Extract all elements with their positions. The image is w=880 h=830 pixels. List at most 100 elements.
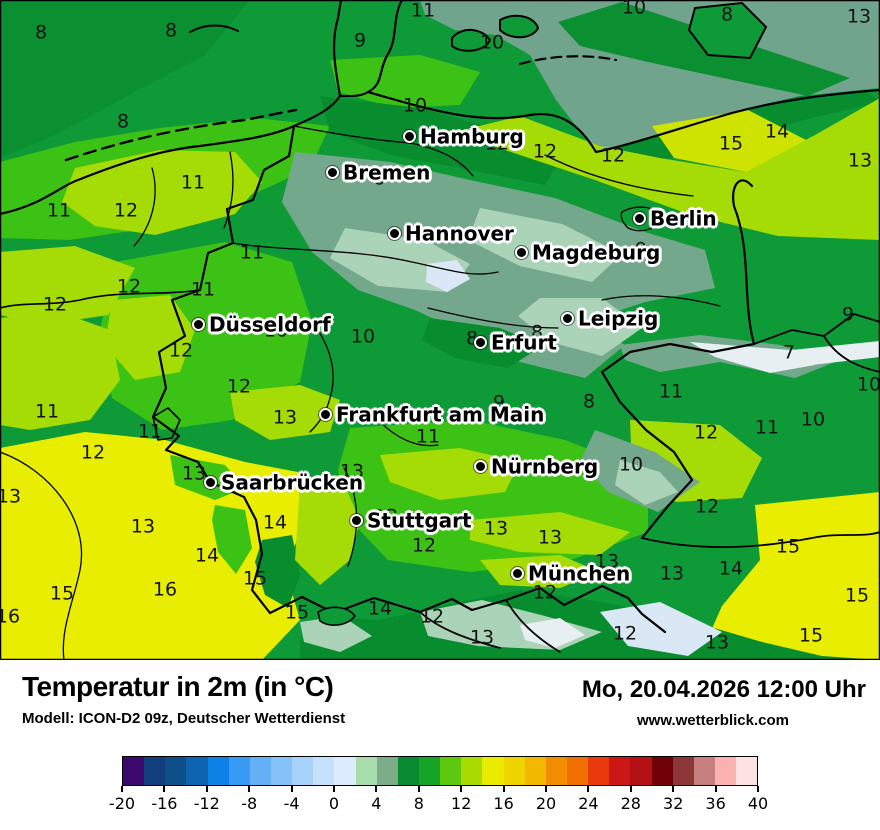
legend-tick-label: 8 — [413, 794, 424, 813]
legend-tick-mark — [375, 786, 378, 792]
legend-tick-label: 12 — [451, 794, 472, 813]
legend-segment — [461, 757, 483, 785]
temp-label: 14 — [194, 544, 220, 567]
temp-label: 10 — [800, 408, 826, 431]
border-germany-west — [151, 124, 296, 615]
city-label: Magdeburg — [532, 240, 661, 265]
temp-label: 10 — [479, 31, 505, 54]
temp-label: 11 — [190, 278, 216, 301]
legend-tick-label: 32 — [663, 794, 684, 813]
region-vosges — [212, 505, 252, 574]
legend-tick-label: 20 — [535, 794, 557, 813]
map-footer: Temperatur in 2m (in °C) Mo, 20.04.2026 … — [0, 660, 880, 830]
legend-segment — [714, 757, 737, 785]
temp-label: 11 — [754, 416, 780, 439]
temp-label: 13 — [537, 526, 563, 549]
legend-segment — [609, 757, 631, 785]
temp-label: 10 — [621, 0, 647, 19]
legend-tick-mark — [333, 786, 335, 792]
temp-label: 13 — [272, 406, 298, 429]
region-rhineland — [105, 295, 195, 380]
city-dot-icon — [474, 336, 487, 349]
temp-label: 12 — [168, 339, 194, 362]
temp-label: 14 — [718, 557, 744, 580]
temp-label: 8 — [164, 19, 178, 42]
temp-label: 9 — [353, 29, 367, 52]
city-dot-icon — [561, 312, 574, 325]
temp-label: 13 — [130, 515, 156, 538]
temp-label: 16 — [0, 605, 21, 628]
legend-segment — [376, 757, 398, 785]
temp-label: 13 — [483, 517, 509, 540]
temp-label: 7 — [782, 341, 796, 364]
temp-label: 12 — [80, 441, 106, 464]
temp-label: 11 — [410, 0, 436, 22]
border-state-mecklenburg — [544, 154, 694, 197]
border-island-fyn — [451, 29, 491, 52]
temp-label: 9 — [492, 391, 506, 414]
legend-tick-label: 36 — [705, 794, 726, 813]
region-baltic-island — [687, 1, 768, 60]
temp-label: 16 — [152, 578, 178, 601]
legend-tick-mark — [545, 786, 547, 792]
legend-tick-mark — [757, 786, 759, 792]
temp-label: 8 — [582, 390, 596, 413]
legend-segment — [186, 757, 208, 785]
city-label: Bremen — [343, 160, 431, 185]
region-schleswig — [330, 55, 480, 108]
city-label: Hannover — [405, 221, 514, 246]
border-state-hessen-west — [309, 321, 334, 433]
legend-segment — [736, 757, 758, 785]
region-badenwuerttemberg — [295, 475, 360, 585]
temp-label: 15 — [718, 132, 744, 155]
city-label: Erfurt — [491, 330, 557, 355]
temp-label: 13 — [847, 149, 873, 172]
border-state-saxony — [601, 295, 721, 307]
border-state-niedersachsen — [231, 242, 499, 275]
legend-tick-label: 24 — [578, 794, 599, 813]
legend-segment — [355, 757, 377, 785]
city-dot-icon — [192, 318, 205, 331]
temp-label: 12 — [694, 495, 720, 518]
model-info: Modell: ICON-D2 09z, Deutscher Wetterdie… — [22, 710, 346, 727]
city-label: Düsseldorf — [209, 312, 331, 337]
legend-segment — [545, 757, 567, 785]
temp-label: 9 — [841, 303, 855, 326]
legend-tick-label: -16 — [151, 794, 178, 813]
legend-segment — [123, 757, 145, 785]
region-central-cold — [282, 152, 715, 378]
legend-tick-label: 28 — [620, 794, 641, 813]
legend-tick-label: -20 — [108, 794, 136, 813]
city-dot-icon — [204, 476, 217, 489]
border-state-thuringia — [427, 307, 559, 329]
legend-tick-label: 40 — [747, 794, 769, 813]
city-dot-icon — [474, 460, 487, 473]
legend-segment — [249, 757, 271, 785]
page-title: Temperatur in 2m (in °C) — [22, 671, 334, 702]
region-alps-mint2 — [300, 616, 372, 652]
city-dot-icon — [515, 246, 528, 259]
legend-tick-mark — [248, 786, 251, 792]
region-sudeten-snow — [772, 341, 880, 367]
legend-tick-mark — [290, 786, 293, 792]
city-label: München — [528, 561, 631, 586]
temp-label: 11 — [415, 425, 441, 448]
temp-label: 8 — [34, 21, 48, 44]
temp-label: 15 — [284, 601, 310, 624]
temp-label: 8 — [530, 321, 544, 344]
border-frisian-islands — [64, 108, 298, 162]
border-czech-poland2 — [823, 335, 880, 373]
temp-label: 9 — [634, 238, 648, 261]
city-label: Stuttgart — [367, 508, 472, 533]
legend-tick-label: -12 — [193, 794, 220, 813]
region-northsea-dark — [0, 0, 250, 158]
border-norway-tip — [189, 24, 239, 33]
border-germany-czech — [600, 342, 756, 540]
legend-segment — [672, 757, 694, 785]
legend-tick-mark — [163, 786, 166, 792]
temp-label: 10 — [402, 94, 428, 117]
city-dot-icon — [326, 166, 339, 179]
temp-label: 10 — [856, 373, 880, 396]
legend-segment — [228, 757, 250, 785]
